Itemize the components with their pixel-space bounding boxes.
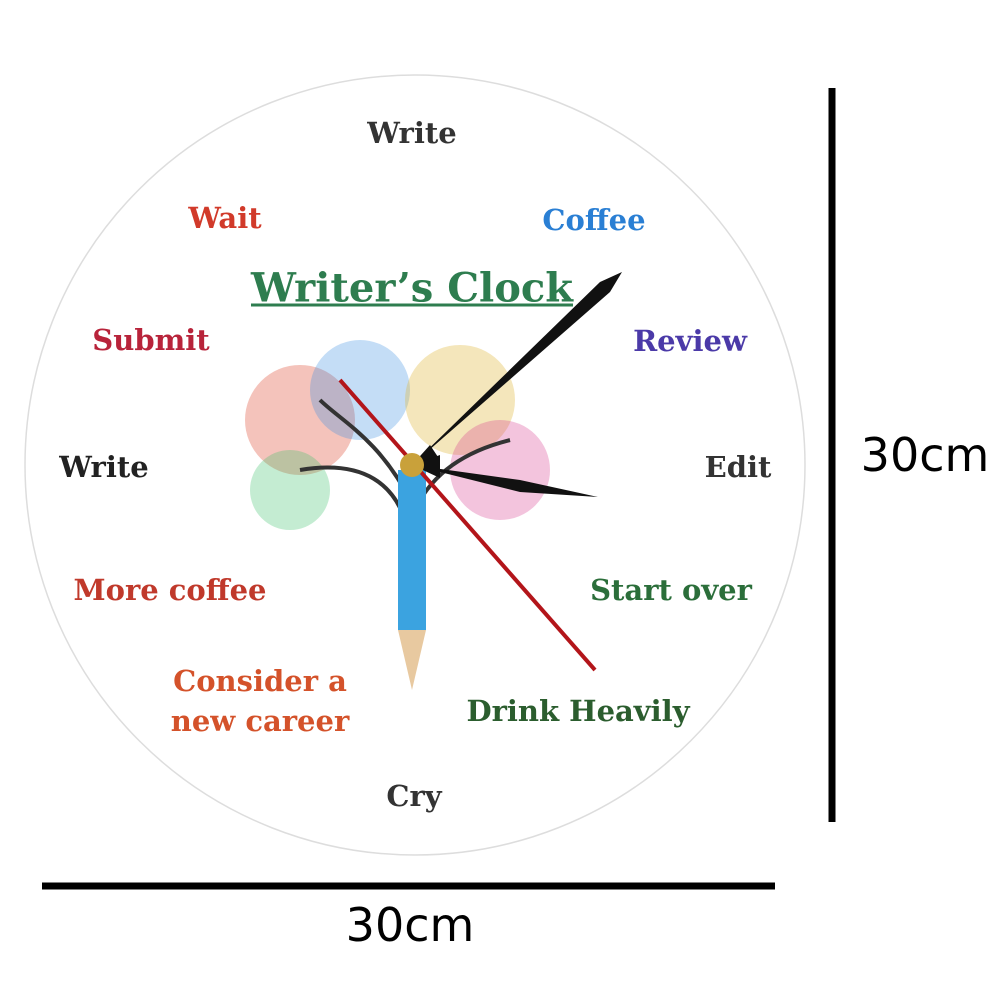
hour-label: Coffee — [542, 203, 646, 237]
hour-label: Write — [59, 450, 149, 484]
clock-title: Writer’s Clock — [250, 264, 574, 312]
hour-label: More coffee — [73, 573, 267, 607]
hour-hand — [412, 272, 622, 465]
minute-hand — [412, 455, 598, 497]
hub — [400, 453, 424, 477]
second-hand — [338, 378, 597, 672]
hour-label: Drink Heavily — [466, 694, 690, 728]
hour-label: Consider a new career — [170, 664, 350, 738]
hour-label: Write — [367, 116, 457, 150]
hour-label: Start over — [590, 573, 752, 607]
width-label: 30cm — [345, 898, 475, 952]
hour-label: Submit — [92, 323, 210, 357]
hour-label: Cry — [386, 779, 442, 813]
hour-label: Review — [633, 324, 747, 358]
tree — [245, 340, 550, 690]
height-label: 30cm — [860, 428, 990, 482]
hour-label: Edit — [704, 450, 772, 484]
hour-label: Wait — [188, 201, 262, 235]
